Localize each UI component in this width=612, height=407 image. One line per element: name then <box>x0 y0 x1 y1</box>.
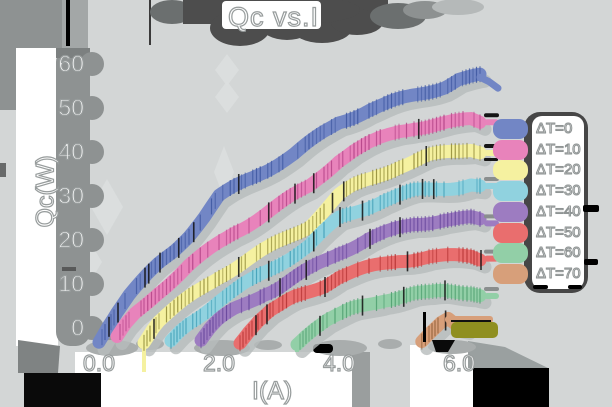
legend-label: ΔT=40 <box>536 202 582 220</box>
olive-bar-top-line <box>451 320 491 322</box>
xtick-shadow-bump <box>254 340 282 350</box>
ytick-shadow-bump <box>80 272 104 296</box>
bottom-right-black-block <box>473 368 549 407</box>
series-6-end-dash <box>484 293 499 299</box>
series-0-tail <box>476 73 502 92</box>
series-0-shadow <box>97 74 492 356</box>
title-paper <box>222 1 321 29</box>
olive-end-bar <box>451 322 498 338</box>
series-4-shadow <box>199 217 492 354</box>
title-cloud <box>432 0 484 15</box>
legend-edge-mark <box>568 285 582 289</box>
bottom-paper-patch <box>410 345 474 407</box>
legend-label: ΔT=30 <box>536 182 582 200</box>
watermark-diamond <box>215 54 239 86</box>
legend-label: ΔT=0 <box>535 120 573 138</box>
corner-artifact <box>62 0 88 48</box>
ytick-shadow-bump <box>80 184 104 208</box>
legend-swatch <box>493 181 528 202</box>
legend-label: ΔT=60 <box>536 244 582 262</box>
series-1-shadow <box>115 119 492 351</box>
series-3-end-dash-dark <box>484 177 499 181</box>
bottom-left-black-block <box>24 373 101 407</box>
legend-label: ΔT=10 <box>536 140 582 158</box>
series-5-shadow <box>238 255 492 357</box>
watermark-diamond <box>215 81 239 113</box>
funnel-black-wedge <box>432 340 455 352</box>
legend-label: ΔT=70 <box>536 264 582 282</box>
legend-label: ΔT=50 <box>536 223 582 241</box>
legend-edge-mark <box>583 205 599 212</box>
title-line-mark <box>149 0 151 45</box>
series-1-end-dash-dark <box>484 113 499 118</box>
series-2-end-dash-dark <box>484 158 498 161</box>
legend-swatch <box>493 263 528 284</box>
legend-swatch <box>493 222 528 243</box>
corner-artifact <box>0 48 16 110</box>
legend-swatch <box>493 139 528 160</box>
legend-swatch <box>493 201 528 222</box>
legend-swatch <box>493 119 528 139</box>
legend-edge-mark <box>584 259 598 265</box>
series-2-band <box>137 144 487 350</box>
series-6-end-dash-dark <box>484 287 499 291</box>
ytick-shadow-bump <box>80 52 104 76</box>
legend: ΔT=0 ΔT=10 ΔT=20 ΔT=30 ΔT=40 ΔT=50 ΔT=60 ΔT=70 <box>490 112 608 297</box>
ytick-shadow-bump <box>80 228 104 252</box>
ytick-shadow-band <box>56 48 90 346</box>
corner-artifact <box>66 0 70 46</box>
legend-swatch <box>493 160 528 181</box>
bottom-paper-strip <box>75 352 352 407</box>
legend-paper <box>532 116 584 289</box>
series-6-band <box>290 283 487 352</box>
axis-black-mark <box>313 344 333 353</box>
ytick-shadow-bump <box>80 96 104 120</box>
bottom-right-swoosh <box>468 341 548 368</box>
ytick-shadow-band <box>56 48 90 58</box>
legend-swatch <box>493 243 528 264</box>
bottom-gray-column <box>352 352 370 407</box>
legend-label: ΔT=20 <box>536 161 582 179</box>
bottom-left-wedge <box>18 340 60 373</box>
edge-mark <box>0 163 6 177</box>
left-paper-strip <box>16 48 58 346</box>
series-1-band <box>110 112 487 344</box>
xtick-shadow-bump <box>378 339 402 349</box>
funnel-black-line <box>423 312 426 342</box>
ytick-shadow-bump <box>80 140 104 164</box>
legend-edge-mark <box>533 285 548 289</box>
band-mark <box>62 267 76 271</box>
